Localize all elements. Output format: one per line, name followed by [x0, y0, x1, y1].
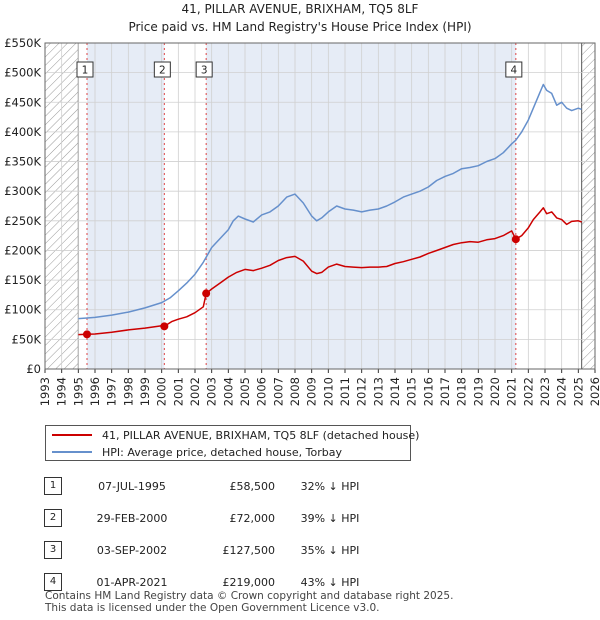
plot-frame [44, 42, 596, 370]
sale-number-badge: 2 [44, 509, 62, 527]
y-tick-label: £300K [4, 184, 41, 198]
sale-date: 29-FEB-2000 [96, 511, 168, 525]
sale-number-label: 4 [510, 65, 517, 77]
sale-point [202, 289, 211, 298]
x-tick-label: 2008 [288, 377, 302, 406]
sale-number-badge: 4 [44, 573, 62, 591]
x-tick-label: 2007 [271, 377, 285, 406]
legend-label-price: 41, PILLAR AVENUE, BRIXHAM, TQ5 8LF (det… [102, 428, 420, 442]
x-tick-label: 2009 [305, 377, 319, 406]
table-row: 1 07-JUL-1995 £58,500 32% ↓ HPI [40, 470, 385, 502]
legend-label-hpi: HPI: Average price, detached house, Torb… [102, 445, 342, 459]
y-tick-label: £500K [4, 66, 41, 80]
table-row: 4 01-APR-2021 £219,000 43% ↓ HPI [40, 566, 385, 598]
x-tick-label: 2019 [471, 377, 485, 406]
sales-table: 1 07-JUL-1995 £58,500 32% ↓ HPI 2 29-FEB… [40, 470, 385, 598]
sale-price: £219,000 [222, 575, 276, 589]
shaded-region [206, 43, 516, 369]
no-data-hatch-right [581, 43, 595, 369]
sale-number-box [153, 61, 171, 78]
table-row: 2 29-FEB-2000 £72,000 39% ↓ HPI [40, 502, 385, 534]
sale-price: £58,500 [229, 479, 276, 493]
x-tick-label: 2002 [188, 377, 202, 406]
x-tick-label: 1998 [121, 377, 135, 406]
x-tick-label: 1999 [138, 377, 152, 406]
sale-point [83, 330, 91, 339]
x-tick-label: 2023 [538, 377, 552, 406]
y-tick-label: £200K [4, 243, 41, 257]
x-tick-label: 1993 [38, 377, 52, 406]
sale-hpi-diff: 39% ↓ HPI [300, 511, 360, 525]
sale-date: 01-APR-2021 [96, 575, 168, 589]
sale-number-box [76, 61, 94, 78]
sale-price: £72,000 [229, 511, 276, 525]
x-tick-label: 2004 [221, 377, 235, 406]
x-tick-label: 2011 [338, 377, 352, 406]
chart-title: 41, PILLAR AVENUE, BRIXHAM, TQ5 8LF [182, 2, 419, 16]
legend-swatch-hpi [52, 451, 92, 453]
x-tick-label: 2022 [521, 377, 535, 406]
x-tick-label: 2001 [171, 377, 185, 406]
x-tick-label: 2017 [438, 377, 452, 406]
footer-license: This data is licensed under the Open Gov… [45, 602, 380, 614]
sale-point [511, 235, 520, 244]
price-series-line [78, 207, 582, 336]
x-tick-label: 2015 [405, 377, 419, 406]
footer: Contains HM Land Registry data © Crown c… [45, 590, 453, 614]
x-tick-label: 1994 [55, 377, 69, 406]
x-tick-label: 2000 [155, 377, 169, 406]
x-tick-label: 2018 [455, 377, 469, 406]
y-tick-label: £350K [4, 155, 41, 169]
x-tick-label: 1995 [71, 377, 85, 406]
sale-number-label: 2 [159, 65, 166, 77]
x-tick-label: 1996 [88, 377, 102, 406]
footer-copyright: Contains HM Land Registry data © Crown c… [45, 590, 454, 602]
legend-item-hpi: HPI: Average price, detached house, Torb… [52, 444, 342, 460]
legend-swatch-price [52, 434, 92, 436]
x-tick-label: 2014 [388, 377, 402, 406]
y-tick-label: £150K [4, 273, 41, 287]
x-tick-label: 2024 [555, 377, 569, 406]
shaded-region [87, 43, 165, 369]
sale-number-label: 1 [82, 65, 89, 77]
table-row: 3 03-SEP-2002 £127,500 35% ↓ HPI [40, 534, 385, 566]
chart-subtitle: Price paid vs. HM Land Registry's House … [128, 20, 471, 34]
sale-date: 07-JUL-1995 [98, 479, 166, 493]
x-tick-label: 2021 [505, 377, 519, 406]
sale-date: 03-SEP-2002 [96, 543, 168, 557]
y-tick-label: £400K [4, 125, 41, 139]
sale-number-box [505, 61, 523, 78]
x-tick-label: 1997 [105, 377, 119, 406]
sale-point [160, 322, 169, 331]
y-tick-label: £50K [12, 332, 42, 346]
price-chart: 41, PILLAR AVENUE, BRIXHAM, TQ5 8LF Pric… [4, 2, 600, 406]
x-tick-label: 2010 [321, 377, 335, 406]
sale-number-label: 3 [201, 65, 208, 77]
sale-number-badge: 3 [44, 541, 62, 559]
y-tick-label: £450K [4, 95, 41, 109]
y-tick-label: £0 [26, 362, 41, 376]
sale-hpi-diff: 43% ↓ HPI [300, 575, 360, 589]
sale-number-badge: 1 [44, 477, 62, 495]
x-tick-label: 2016 [421, 377, 435, 406]
sale-hpi-diff: 35% ↓ HPI [300, 543, 360, 557]
x-tick-label: 2026 [588, 377, 600, 406]
y-tick-label: £550K [4, 36, 41, 50]
legend-item-price: 41, PILLAR AVENUE, BRIXHAM, TQ5 8LF (det… [52, 427, 419, 443]
hpi-series-line [78, 83, 582, 320]
x-tick-label: 2025 [571, 377, 585, 406]
x-tick-label: 2012 [355, 377, 369, 406]
sale-hpi-diff: 32% ↓ HPI [300, 479, 360, 493]
x-tick-label: 2003 [205, 377, 219, 406]
y-tick-label: £100K [4, 303, 41, 317]
x-tick-label: 2005 [238, 377, 252, 406]
sale-price: £127,500 [222, 543, 276, 557]
sale-number-box [195, 61, 213, 78]
x-tick-label: 2006 [255, 377, 269, 406]
legend: 41, PILLAR AVENUE, BRIXHAM, TQ5 8LF (det… [45, 425, 419, 461]
y-tick-label: £250K [4, 214, 41, 228]
x-tick-label: 2020 [488, 377, 502, 406]
x-tick-label: 2013 [371, 377, 385, 406]
